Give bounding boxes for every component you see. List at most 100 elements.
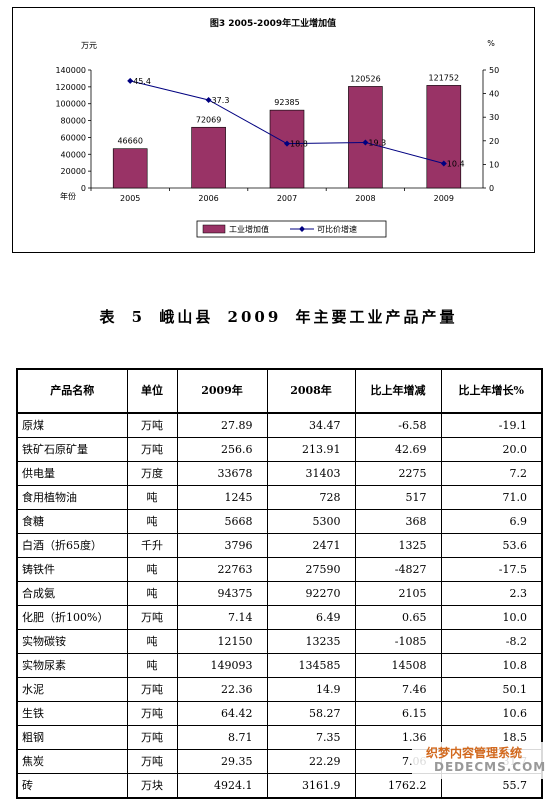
cell-unit: 吨 (126, 629, 178, 654)
cell-growth-pct: -17.5 (440, 557, 543, 582)
bar-value-label: 72069 (196, 115, 221, 124)
y-left-tick-label: 80000 (61, 117, 86, 126)
x-tick-label: 2005 (120, 194, 140, 203)
growth-value-label: 37.3 (212, 96, 230, 105)
table-row: 食糖吨 5668 5300 368 6.9 (16, 509, 543, 534)
cell-product-name: 实物尿素 (16, 653, 128, 678)
x-tick-label: 2008 (355, 194, 375, 203)
industry-value-chart: 图3 2005-2009年工业增加值 万元 % 年份 0 20000 40000 60… (55, 17, 499, 238)
y-right-unit: % (487, 39, 495, 48)
growth-value-label: 18.8 (290, 140, 308, 149)
cell-change: -4827 (354, 557, 442, 582)
table-row: 实物碳铵吨 12150 13235 -1085 -8.2 (16, 629, 543, 654)
legend-bar-swatch (202, 224, 226, 234)
x-tick-label: 2009 (434, 194, 454, 203)
growth-point (440, 160, 447, 167)
cell-product-name: 原煤 (16, 412, 128, 438)
y-left-tick-label: 140000 (55, 66, 86, 75)
table-row: 食用植物油吨 1245 728 517 71.0 (16, 485, 543, 510)
cell-2009: 4924.1 (176, 773, 268, 799)
cell-change: 0.65 (354, 605, 442, 630)
cell-2009: 22763 (176, 557, 268, 582)
header-2009: 2009年 (176, 368, 268, 414)
cell-growth-pct: 53.6 (440, 533, 543, 558)
table-row: 生铁 万吨 64.42 58.27 6.15 10.6 (16, 701, 543, 726)
table-title: 表 5 峨山县 2009 年主要工业产品产量 (99, 308, 458, 326)
cell-2009: 94375 (176, 581, 268, 606)
cell-unit: 万吨 (126, 677, 178, 702)
x-axis-label: 年份 (60, 191, 76, 201)
cell-product-name: 粗钢 (16, 725, 128, 750)
cell-2009: 256.6 (176, 437, 268, 462)
cell-2008: 7.35 (266, 725, 356, 750)
cell-product-name: 供电量 (16, 461, 128, 486)
cell-2008: 2471 (266, 533, 356, 558)
bar-value-label: 92385 (274, 98, 299, 107)
table-header-row: 产品名称 单位 2009年 2008年 比上年增减 比上年增长% (16, 368, 543, 414)
cell-unit: 吨 (126, 581, 178, 606)
cell-unit: 吨 (126, 557, 178, 582)
cell-growth-pct: 71.0 (440, 485, 543, 510)
bar (191, 126, 226, 189)
chart-title: 图3 2005-2009年工业增加值 (210, 17, 336, 29)
cell-2009: 7.14 (176, 605, 268, 630)
cell-2009: 29.35 (176, 749, 268, 774)
header-unit: 单位 (126, 368, 178, 414)
cell-2009: 149093 (176, 653, 268, 678)
cell-growth-pct: -8.2 (440, 629, 543, 654)
cell-growth-pct: 50.1 (440, 677, 543, 702)
cell-unit: 万吨 (126, 749, 178, 774)
growth-point (284, 140, 290, 147)
growth-point (127, 77, 134, 84)
cell-2008: 13235 (266, 629, 356, 654)
bar-value-label: 121752 (429, 73, 460, 82)
cell-product-name: 铁矿石原矿量 (16, 437, 128, 462)
cell-change: 517 (354, 485, 442, 510)
y-right-tick-label: 40 (489, 90, 499, 99)
cell-2009: 33678 (176, 461, 268, 486)
growth-value-label: 19.3 (368, 138, 386, 147)
watermark-line2: DEDECMS.COM (434, 760, 547, 774)
y-left-tick-label: 100000 (55, 100, 86, 109)
cell-growth-pct: 10.8 (440, 653, 543, 678)
cell-change: 368 (354, 509, 442, 534)
cell-change: 7.46 (354, 677, 442, 702)
cell-2008: 27590 (266, 557, 356, 582)
cell-unit: 千升 (126, 533, 178, 558)
header-growth-pct: 比上年增长% (440, 368, 543, 414)
bar (426, 85, 462, 189)
growth-point (205, 96, 212, 103)
y-right-tick-label: 50 (489, 66, 499, 75)
cell-unit: 吨 (126, 509, 178, 534)
cell-growth-pct: 2.3 (440, 581, 543, 606)
y-right-tick-label: 20 (489, 137, 499, 146)
watermark-line1: 织梦内容管理系统 (426, 746, 523, 760)
cell-growth-pct: -19.1 (440, 412, 543, 438)
growth-value-label: 45.4 (133, 77, 151, 86)
y-left-tick-label: 40000 (61, 150, 86, 159)
growth-point (362, 139, 369, 146)
cell-2008: 34.47 (266, 412, 356, 438)
cell-2009: 5668 (176, 509, 268, 534)
cell-unit: 吨 (126, 653, 178, 678)
x-tick-label: 2007 (277, 194, 297, 203)
table-row: 供电量 万度 33678 31403 2275 7.2 (16, 461, 543, 486)
cell-unit: 吨 (126, 485, 178, 510)
y-right-tick-label: 10 (489, 160, 499, 169)
table-row: 化肥（折100%） 万吨 7.14 6.49 0.65 10.0 (16, 605, 543, 630)
cell-2008: 31403 (266, 461, 356, 486)
chart-legend: 工业增加值 可比价增速 (196, 220, 387, 238)
cell-2008: 213.91 (266, 437, 356, 462)
cell-change: 14508 (354, 653, 442, 678)
cell-change: -6.58 (354, 412, 442, 438)
growth-value-label: 10.4 (447, 159, 465, 168)
bar (348, 86, 383, 189)
y-left-tick-label: 0 (81, 184, 86, 193)
cell-growth-pct: 7.2 (440, 461, 543, 486)
table-row: 铁矿石原矿量 万吨 256.6 213.91 42.69 20.0 (16, 437, 543, 462)
y-left-tick-label: 120000 (55, 83, 86, 92)
legend-line-label: 可比价增速 (317, 224, 357, 234)
y-right-tick-label: 30 (489, 113, 499, 122)
cell-change: 42.69 (354, 437, 442, 462)
cell-product-name: 食糖 (16, 509, 128, 534)
